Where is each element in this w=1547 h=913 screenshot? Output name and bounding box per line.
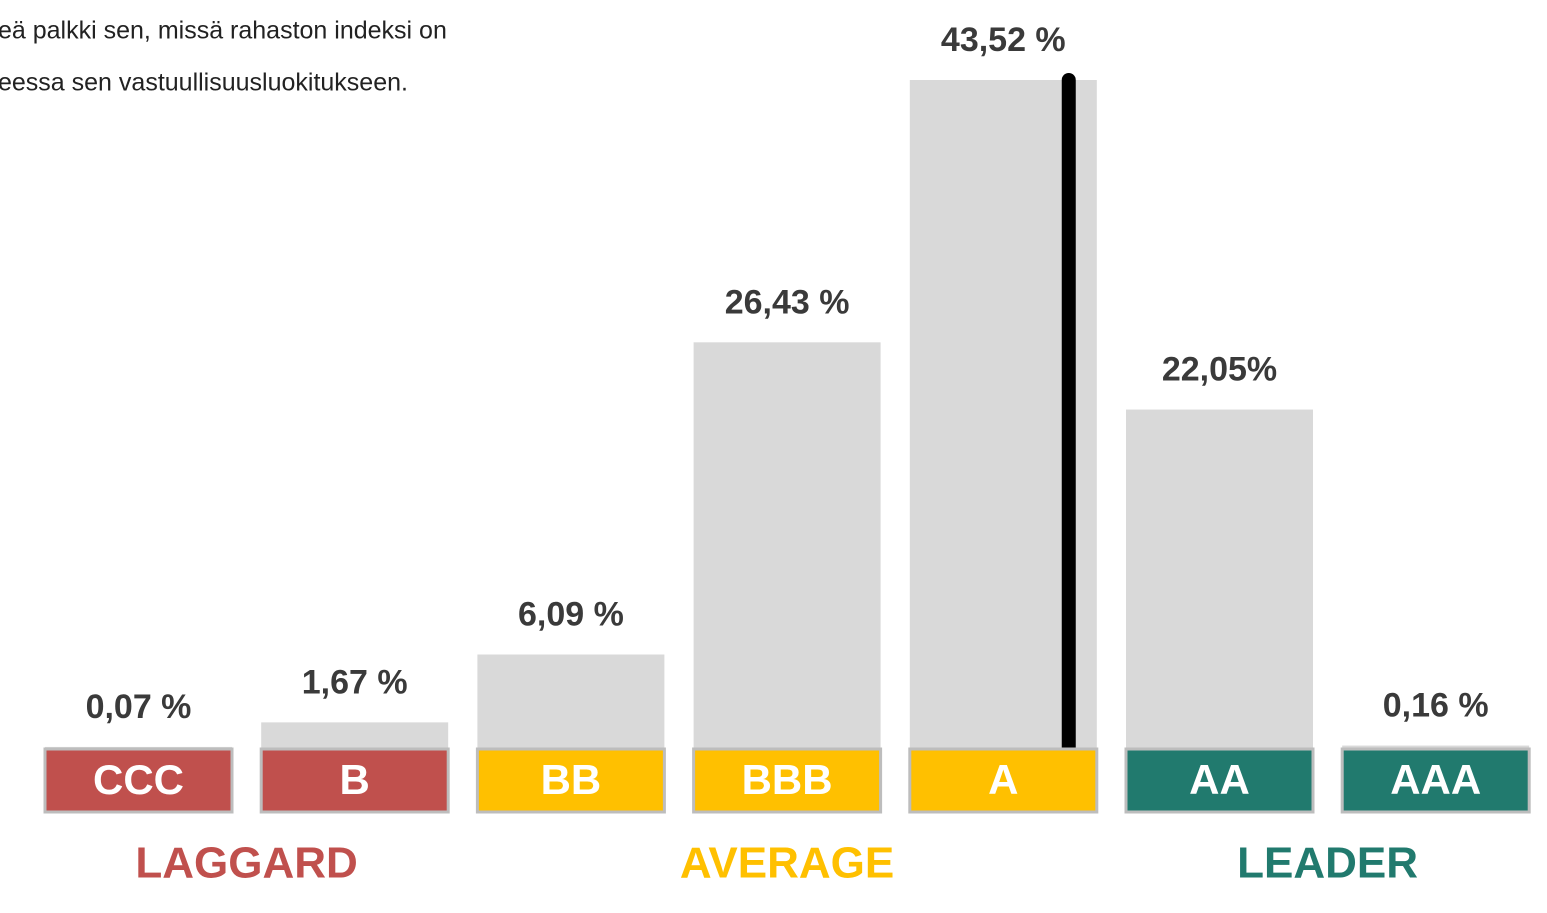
bar xyxy=(1342,745,1530,748)
rating-box xyxy=(908,747,1099,814)
value-label: 0,07 % xyxy=(86,688,192,726)
rating-label: BB xyxy=(541,756,602,803)
value-label: 1,67 % xyxy=(302,663,408,701)
rating-box xyxy=(1340,747,1531,814)
bar xyxy=(261,722,449,748)
value-label: 26,43 % xyxy=(725,283,850,321)
rating-label: AAA xyxy=(1390,756,1481,803)
bar xyxy=(1126,409,1313,748)
note-line: eessa sen vastuullisuusluokitukseen. xyxy=(0,69,408,97)
rating-label: B xyxy=(340,756,370,803)
rating-label: AA xyxy=(1189,756,1250,803)
value-label: 22,05% xyxy=(1162,351,1277,389)
bar xyxy=(693,342,881,748)
rating-box xyxy=(259,747,450,814)
rating-label: CCC xyxy=(93,756,184,803)
rating-label: BBB xyxy=(742,756,833,803)
group-label: LAGGARD xyxy=(135,839,357,888)
group-label: LEADER xyxy=(1237,839,1418,888)
value-label: 6,09 % xyxy=(518,596,624,634)
rating-box xyxy=(692,747,883,814)
rating-box xyxy=(475,747,666,814)
group-label: AVERAGE xyxy=(680,839,894,888)
rating-box xyxy=(43,747,234,814)
bar xyxy=(45,746,232,748)
bar xyxy=(477,654,665,748)
rating-box xyxy=(1124,747,1315,814)
note-line: eä palkki sen, missä rahaston indeksi on xyxy=(0,17,447,45)
value-label: 43,52 % xyxy=(941,21,1066,59)
value-label: 0,16 % xyxy=(1383,687,1489,725)
rating-label: A xyxy=(988,756,1018,803)
